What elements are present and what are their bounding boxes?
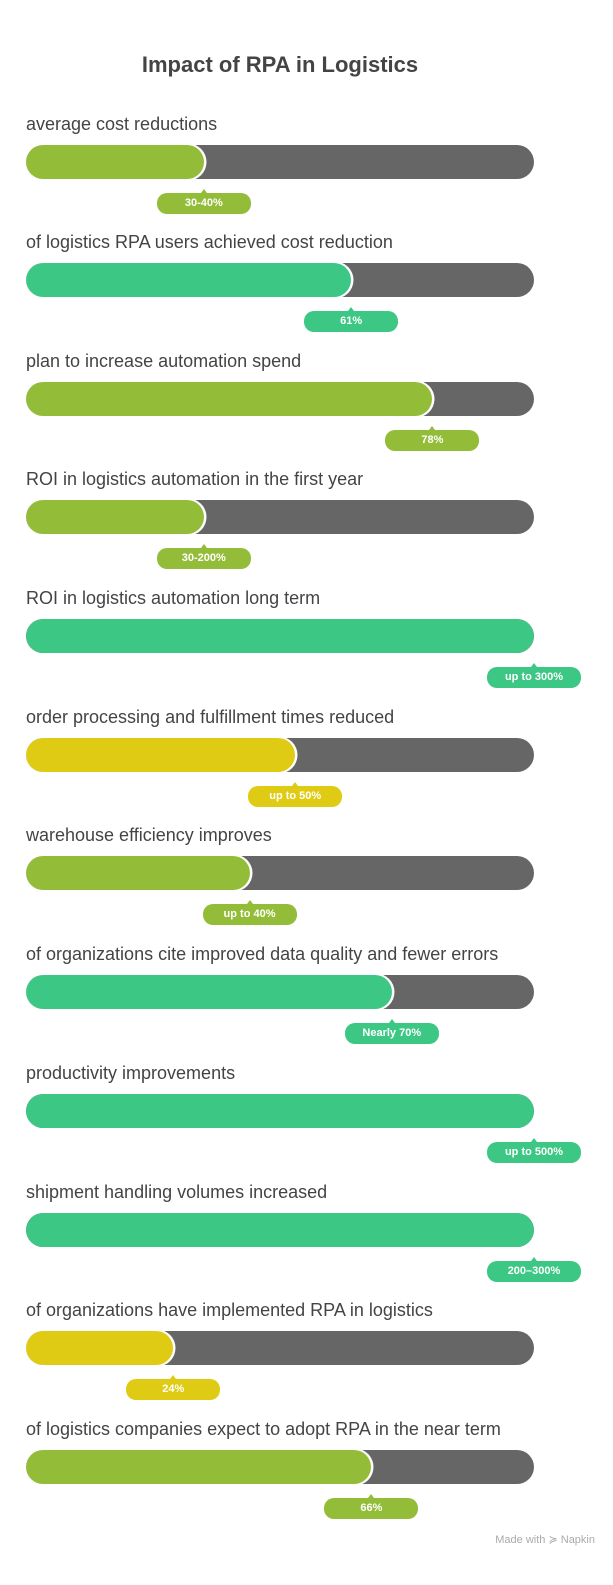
bar-label: order processing and fulfillment times r… — [26, 707, 395, 727]
bar-track — [26, 1450, 534, 1484]
bar-row: of logistics RPA users achieved cost red… — [26, 232, 534, 332]
bar-label: average cost reductions — [26, 114, 218, 134]
bar-track — [26, 1094, 534, 1128]
footer-text: Made with — [495, 1534, 546, 1546]
bar-track — [26, 619, 534, 653]
bar-label: plan to increase automation spend — [26, 351, 302, 371]
bar-row: shipment handling volumes increased 200–3… — [26, 1182, 581, 1282]
value-badge: 30-40% — [156, 189, 251, 214]
bar-label: ROI in logistics automation in the first… — [26, 469, 364, 489]
bar-fill — [26, 1450, 372, 1484]
bar-fill — [26, 382, 433, 416]
footer-brand: Napkin — [560, 1534, 595, 1546]
bar-label: of logistics RPA users achieved cost red… — [26, 232, 393, 252]
bar-track — [26, 1213, 534, 1247]
bar-label: shipment handling volumes increased — [26, 1182, 328, 1202]
bar-fill — [26, 975, 392, 1009]
bar-fill — [26, 1213, 534, 1247]
bar-fill — [26, 856, 250, 890]
bar-track — [26, 145, 534, 179]
bar-row: warehouse efficiency improves up to 40% — [26, 825, 534, 925]
value-badge: 200–300% — [487, 1257, 581, 1282]
bar-row: average cost reductions 30-40% — [26, 114, 534, 214]
bar-row: order processing and fulfillment times r… — [26, 707, 534, 807]
bar-row: plan to increase automation spend 78% — [26, 351, 534, 451]
bar-label: of organizations have implemented RPA in… — [26, 1300, 433, 1320]
bar-track — [26, 1331, 534, 1365]
bar-label: ROI in logistics automation long term — [26, 588, 321, 608]
value-badge: up to 40% — [202, 900, 297, 925]
value-badge: 24% — [126, 1375, 221, 1400]
value-badge: Nearly 70% — [344, 1019, 439, 1044]
bar-label: of organizations cite improved data qual… — [26, 944, 499, 964]
value-badge: up to 300% — [487, 663, 581, 688]
value-badge: 66% — [324, 1494, 419, 1519]
footer-credit: Made with ≽ Napkin — [495, 1533, 595, 1546]
bar-row: of logistics companies expect to adopt R… — [26, 1419, 534, 1519]
bar-fill — [26, 500, 204, 534]
bar-fill — [26, 1094, 534, 1128]
bar-label: productivity improvements — [26, 1063, 236, 1083]
bar-row: of organizations cite improved data qual… — [26, 944, 534, 1044]
bar-row: ROI in logistics automation long term up … — [26, 588, 581, 688]
bar-label: of logistics companies expect to adopt R… — [26, 1419, 501, 1439]
bar-fill — [26, 1331, 174, 1365]
bar-track — [26, 975, 534, 1009]
bar-row: of organizations have implemented RPA in… — [26, 1300, 534, 1400]
bar-fill — [26, 263, 352, 297]
value-badge: up to 50% — [248, 782, 343, 807]
bar-track — [26, 263, 534, 297]
bar-track — [26, 738, 534, 772]
bar-row: ROI in logistics automation in the first… — [26, 469, 534, 569]
bar-track — [26, 500, 534, 534]
bar-row: productivity improvements up to 500% — [26, 1063, 581, 1163]
value-badge: up to 500% — [487, 1138, 581, 1163]
bar-track — [26, 382, 534, 416]
chart-title: Impact of RPA in Logistics — [141, 52, 419, 77]
bar-fill — [26, 738, 296, 772]
value-badge: 61% — [304, 307, 399, 332]
bar-fill — [26, 619, 534, 653]
bar-track — [26, 856, 534, 890]
bar-fill — [26, 145, 204, 179]
bar-label: warehouse efficiency improves — [26, 825, 272, 845]
napkin-logo-icon: ≽ — [548, 1534, 558, 1546]
value-badge: 78% — [385, 426, 480, 451]
value-badge: 30-200% — [156, 544, 251, 569]
